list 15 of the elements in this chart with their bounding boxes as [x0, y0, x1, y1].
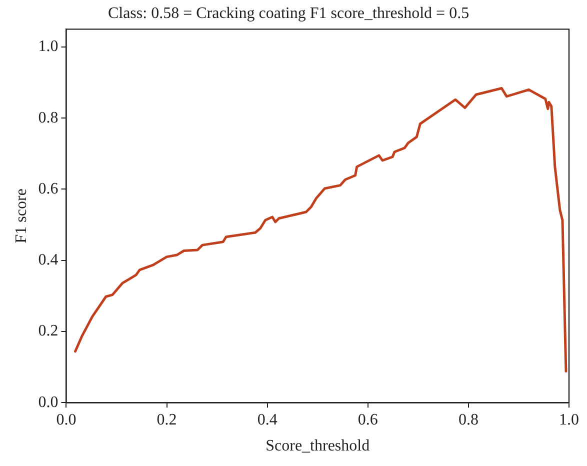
y-axis-title: F1 score — [12, 188, 30, 244]
y-tick-label: 0.6 — [38, 180, 58, 198]
y-tick-label: 0.4 — [38, 252, 58, 269]
y-tick-label: 0.8 — [38, 109, 58, 126]
y-tick-label: 0.0 — [38, 394, 58, 411]
chart-title: Class: 0.58 = Cracking coating F1 score_threshold = 0.5 — [108, 4, 470, 22]
x-axis-title: Score_threshold — [266, 438, 370, 455]
x-tick-label: 0.0 — [56, 411, 76, 428]
y-tick-label: 0.2 — [38, 322, 58, 340]
x-tick-label: 0.6 — [358, 411, 378, 428]
x-tick-label: 0.2 — [156, 411, 177, 428]
x-tick-label: 0.4 — [257, 411, 278, 428]
y-tick-label: 1.0 — [38, 38, 58, 56]
x-tick-label: 0.8 — [458, 411, 478, 428]
x-tick-label: 1.0 — [559, 411, 579, 428]
